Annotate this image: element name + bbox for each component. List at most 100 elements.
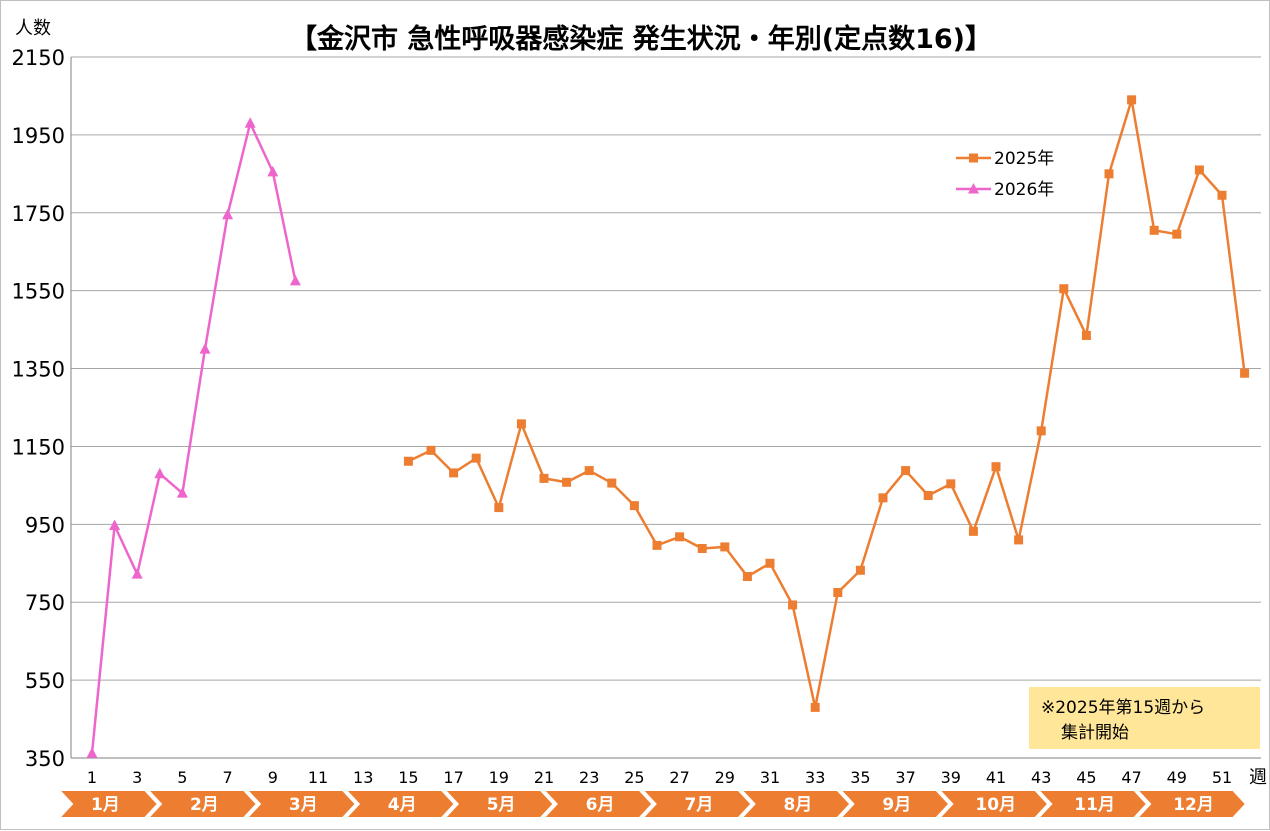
data-point bbox=[109, 519, 121, 531]
data-point bbox=[788, 600, 798, 610]
data-point bbox=[403, 456, 413, 466]
data-point bbox=[1059, 284, 1069, 294]
legend-marker bbox=[969, 153, 978, 163]
x-tick-label: 15 bbox=[398, 768, 418, 787]
data-point bbox=[855, 565, 865, 575]
x-tick-label: 19 bbox=[489, 768, 509, 787]
month-chevron bbox=[936, 789, 1050, 819]
y-tick-label: 1950 bbox=[12, 124, 65, 148]
month-chevron bbox=[1134, 789, 1248, 819]
legend: 2025年 2026年 bbox=[956, 149, 1054, 200]
data-point bbox=[494, 503, 504, 513]
data-point bbox=[131, 568, 143, 579]
x-tick-label: 39 bbox=[941, 768, 961, 787]
data-point bbox=[833, 587, 843, 597]
month-chevron bbox=[343, 789, 457, 819]
data-point bbox=[946, 479, 956, 489]
x-tick-label: 35 bbox=[850, 768, 870, 787]
data-point bbox=[222, 208, 234, 220]
y-tick-label: 1750 bbox=[12, 202, 65, 226]
month-label: 4月 bbox=[388, 795, 417, 815]
legend-label: 2026年 bbox=[994, 180, 1054, 200]
x-tick-label: 29 bbox=[715, 768, 735, 787]
x-axis-label: 週 bbox=[1249, 767, 1267, 788]
month-chevron bbox=[56, 789, 160, 819]
month-label: 8月 bbox=[783, 795, 812, 815]
month-chevron bbox=[442, 789, 555, 819]
data-point bbox=[629, 501, 639, 511]
month-chevron bbox=[1035, 789, 1149, 819]
month-label: 2月 bbox=[190, 795, 219, 815]
x-tick-label: 5 bbox=[177, 768, 187, 787]
x-tick-label: 9 bbox=[268, 768, 278, 787]
data-point bbox=[1104, 169, 1114, 179]
x-axis-ticks: 1 3 5 7 9 11 13 15 17 19 21 23 25 27 29 31 33 35 37 39 41 43 4… bbox=[87, 768, 1232, 787]
month-chevron bbox=[739, 789, 852, 819]
note-background bbox=[1029, 687, 1260, 749]
data-point bbox=[584, 466, 594, 476]
data-point bbox=[176, 487, 188, 498]
y-tick-label: 1550 bbox=[12, 280, 65, 304]
y-tick-label: 1350 bbox=[12, 358, 65, 382]
month-label: 9月 bbox=[882, 795, 911, 815]
x-tick-label: 45 bbox=[1076, 768, 1096, 787]
data-point bbox=[765, 558, 775, 568]
data-point bbox=[675, 532, 685, 542]
note-box: ※2025年第15週から 集計開始 bbox=[1029, 687, 1260, 749]
data-point bbox=[562, 477, 572, 487]
data-point bbox=[1217, 190, 1227, 200]
x-tick-label: 27 bbox=[669, 768, 689, 787]
x-tick-label: 25 bbox=[624, 768, 644, 787]
data-point bbox=[1149, 225, 1159, 235]
data-point bbox=[810, 702, 820, 712]
data-point bbox=[878, 493, 888, 503]
x-tick-label: 47 bbox=[1121, 768, 1141, 787]
data-point bbox=[244, 117, 256, 128]
x-tick-label: 37 bbox=[895, 768, 915, 787]
data-point bbox=[901, 466, 911, 476]
month-label: 12月 bbox=[1173, 795, 1214, 815]
data-point bbox=[86, 747, 98, 758]
x-tick-label: 7 bbox=[223, 768, 233, 787]
data-series bbox=[86, 95, 1250, 758]
data-point bbox=[539, 473, 549, 483]
month-chevron bbox=[145, 789, 259, 819]
month-label: 11月 bbox=[1074, 795, 1115, 815]
series-line bbox=[90, 121, 297, 754]
month-chevron bbox=[838, 789, 951, 819]
data-point bbox=[1240, 368, 1250, 378]
x-tick-label: 11 bbox=[308, 768, 328, 787]
x-tick-label: 51 bbox=[1212, 768, 1232, 787]
data-point bbox=[1194, 165, 1204, 175]
x-tick-label: 17 bbox=[443, 768, 463, 787]
data-point bbox=[1127, 95, 1137, 105]
month-arrow-bar: 1月 2月 3月 4月 5月 6月 7月 8月 9月 10月 11月 12月 bbox=[56, 789, 1248, 819]
data-point bbox=[1081, 330, 1091, 340]
data-point bbox=[652, 540, 662, 550]
data-point bbox=[720, 542, 730, 552]
data-point bbox=[426, 445, 436, 455]
data-point bbox=[697, 543, 707, 553]
month-chevron bbox=[640, 789, 753, 819]
series-2 bbox=[86, 117, 301, 758]
y-tick-label: 750 bbox=[25, 591, 65, 615]
data-point bbox=[923, 491, 933, 501]
gridlines bbox=[70, 56, 1261, 759]
y-axis-label: 人数 bbox=[15, 18, 51, 39]
month-chevron bbox=[541, 789, 654, 819]
data-point bbox=[471, 453, 481, 463]
y-axis-ticks: 350 550 750 950 1150 1350 1550 1750 1950 2150 bbox=[12, 46, 65, 771]
x-tick-label: 13 bbox=[353, 768, 373, 787]
y-tick-label: 550 bbox=[25, 669, 65, 693]
data-point bbox=[1172, 229, 1182, 239]
x-tick-label: 31 bbox=[760, 768, 780, 787]
data-point bbox=[267, 165, 279, 177]
data-point bbox=[968, 526, 978, 536]
month-chevron bbox=[244, 789, 358, 819]
x-tick-label: 49 bbox=[1167, 768, 1187, 787]
y-tick-label: 1150 bbox=[12, 435, 65, 459]
chart-title: 【金沢市 急性呼吸器感染症 発生状況・年別(定点数16)】 bbox=[290, 23, 992, 55]
data-point bbox=[607, 478, 617, 488]
y-tick-label: 350 bbox=[25, 747, 65, 771]
